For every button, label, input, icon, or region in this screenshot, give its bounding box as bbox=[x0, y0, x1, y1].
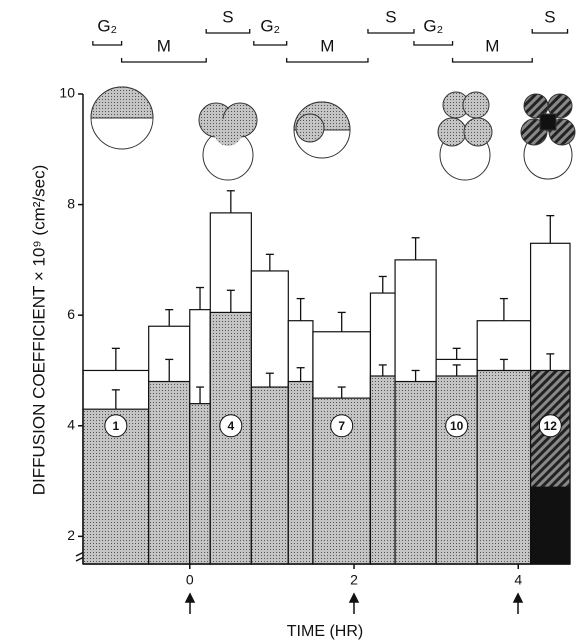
bar bbox=[369, 375, 396, 565]
bar-label-badge bbox=[538, 414, 562, 438]
bar-label-badge bbox=[219, 414, 243, 438]
bar-label: 4 bbox=[227, 419, 234, 433]
bar bbox=[394, 380, 437, 565]
phase-bar bbox=[451, 58, 533, 63]
error-bar bbox=[165, 358, 174, 382]
error-bar bbox=[265, 253, 274, 271]
error-bar bbox=[546, 353, 555, 371]
phase-bar bbox=[253, 41, 288, 46]
error-bar bbox=[452, 347, 461, 360]
phase-label: G₂ bbox=[423, 16, 443, 35]
phase-bar bbox=[92, 41, 123, 46]
error-bar bbox=[378, 275, 387, 294]
error-bar bbox=[296, 297, 305, 321]
time-arrows bbox=[184, 592, 524, 614]
phase-label: M bbox=[485, 36, 499, 55]
bar bbox=[476, 369, 532, 565]
phase-label: M bbox=[157, 36, 171, 55]
phase-label: S bbox=[385, 7, 396, 26]
bar-label-badge bbox=[445, 414, 469, 438]
phase-bar bbox=[205, 29, 251, 34]
y-tick-label: 4 bbox=[67, 416, 75, 432]
bar bbox=[435, 375, 478, 565]
error-bar bbox=[111, 389, 120, 410]
y-tick-label: 6 bbox=[67, 306, 75, 322]
error-bar bbox=[265, 372, 274, 388]
phase-bar bbox=[120, 58, 207, 63]
error-bar bbox=[226, 289, 235, 313]
error-bar bbox=[196, 286, 205, 310]
phase-bar bbox=[413, 41, 454, 46]
error-bar bbox=[296, 367, 305, 382]
phase-label: S bbox=[544, 7, 555, 26]
x-tick-label: 4 bbox=[514, 572, 522, 588]
bar-label-badge bbox=[104, 414, 128, 438]
bar bbox=[530, 486, 570, 564]
x-axis-label: TIME (HR) bbox=[287, 623, 363, 640]
phase-bar bbox=[531, 29, 569, 34]
bar-label: 7 bbox=[338, 419, 345, 433]
bar bbox=[209, 311, 252, 565]
phase-bar bbox=[286, 58, 369, 63]
error-bar bbox=[111, 347, 120, 371]
x-tick-label: 2 bbox=[350, 572, 358, 588]
bar-label: 1 bbox=[113, 419, 120, 433]
error-bar bbox=[499, 297, 508, 321]
y-tick-label: 10 bbox=[59, 85, 75, 101]
error-bar bbox=[196, 386, 205, 404]
error-bar bbox=[546, 214, 555, 244]
phase-label: S bbox=[222, 7, 233, 26]
y-tick-label: 2 bbox=[67, 527, 75, 543]
phase-label: G₂ bbox=[97, 16, 117, 35]
phase-label: M bbox=[320, 36, 334, 55]
bar bbox=[189, 403, 211, 565]
error-bar bbox=[411, 237, 420, 260]
error-bar bbox=[378, 364, 387, 376]
error-bar bbox=[165, 308, 174, 327]
cell-drawings bbox=[90, 86, 576, 181]
y-tick-label: 8 bbox=[67, 195, 75, 211]
error-bar bbox=[411, 369, 420, 382]
bar bbox=[148, 380, 191, 565]
y-axis-label: DIFFUSION COEFFICIENT × 10⁹ (cm²/sec) bbox=[29, 165, 48, 495]
bar-label: 10 bbox=[450, 419, 464, 433]
error-bar bbox=[337, 311, 346, 332]
x-tick-label: 0 bbox=[186, 572, 194, 588]
bar-label: 12 bbox=[544, 419, 558, 433]
bar bbox=[250, 386, 289, 565]
bar bbox=[287, 380, 314, 565]
phase-bar bbox=[367, 29, 415, 34]
error-bar bbox=[226, 190, 235, 213]
phase-label: G₂ bbox=[260, 16, 280, 35]
error-bar bbox=[499, 358, 508, 371]
bar-label-badge bbox=[330, 414, 354, 438]
error-bar bbox=[337, 386, 346, 399]
error-bar bbox=[452, 364, 461, 376]
